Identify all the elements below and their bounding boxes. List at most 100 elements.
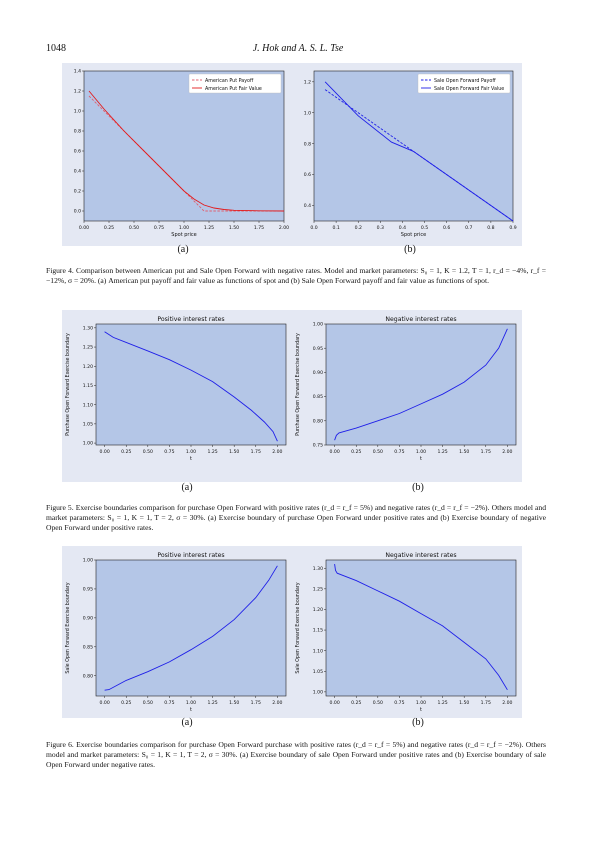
x-tick-label: 0.25 xyxy=(351,700,361,706)
x-tick-label: 1.50 xyxy=(229,449,239,455)
x-tick-label: 0.3 xyxy=(377,225,384,231)
x-tick-label: 2.00 xyxy=(502,449,512,455)
plot-area xyxy=(325,323,517,446)
y-tick-label: 1.00 xyxy=(313,322,323,328)
plot-area xyxy=(95,323,287,446)
x-tick-label: 1.75 xyxy=(251,700,261,706)
y-tick-label: 0.8 xyxy=(304,141,311,147)
series-line-0 xyxy=(334,328,508,441)
chart-f4a: 0.00 0.25 0.50 0.75 1.00 1.25 1.50 1.75 2.00 0.0 0… xyxy=(74,69,290,238)
figure-5-caption: Figure 5. Exercise boundaries comparison… xyxy=(46,503,546,532)
x-tick-label: 0.25 xyxy=(121,700,131,706)
x-tick-label: 0.25 xyxy=(104,225,114,231)
x-tick-label: 1.00 xyxy=(416,700,426,706)
x-tick-label: 1.75 xyxy=(481,700,491,706)
x-tick-label: 0.2 xyxy=(355,225,362,231)
y-tick-label: 0.95 xyxy=(313,346,323,352)
x-tick-label: 1.00 xyxy=(186,449,196,455)
y-tick-label: 1.15 xyxy=(83,383,93,389)
x-tick-label: 0.7 xyxy=(465,225,472,231)
x-tick-label: 1.75 xyxy=(251,449,261,455)
plot-area xyxy=(325,559,517,697)
y-tick-label: 1.20 xyxy=(313,607,323,613)
x-axis-label: Spot price xyxy=(171,232,196,238)
legend-entry: American Put Fair Value xyxy=(205,86,262,92)
x-tick-label: 0.50 xyxy=(143,700,153,706)
x-tick-label: 1.50 xyxy=(229,700,239,706)
series-line-1 xyxy=(324,81,514,222)
figure-4-caption: Figure 4. Comparison between American pu… xyxy=(46,266,546,285)
y-tick-label: 1.25 xyxy=(313,586,323,592)
y-tick-label: 1.2 xyxy=(74,89,81,95)
x-tick-label: 1.50 xyxy=(459,700,469,706)
page-number: 1048 xyxy=(46,43,66,54)
x-tick-label: 2.00 xyxy=(272,449,282,455)
x-tick-label: 1.75 xyxy=(254,225,264,231)
x-tick-label: 0.6 xyxy=(443,225,450,231)
x-tick-label: 1.50 xyxy=(229,225,239,231)
chart-f4b: 0.0 0.1 0.2 0.3 0.4 0.5 0.6 0.7 0.8 0.9 0.4 0.6 0.8 1… xyxy=(304,70,517,238)
x-tick-label: 1.00 xyxy=(179,225,189,231)
y-tick-label: 0.80 xyxy=(83,673,93,679)
chart-f5a: Positive interest rates 0.00 0.25 0.50 0.75 1… xyxy=(65,316,287,462)
chart-title: Negative interest rates xyxy=(385,316,456,323)
x-tick-label: 1.50 xyxy=(459,449,469,455)
y-tick-label: 1.00 xyxy=(83,441,93,447)
x-tick-label: 1.00 xyxy=(186,700,196,706)
figure-4-sublabel-b: (b) xyxy=(404,244,416,255)
y-tick-label: 0.85 xyxy=(83,644,93,650)
y-tick-label: 1.10 xyxy=(83,402,93,408)
x-tick-label: 1.25 xyxy=(204,225,214,231)
x-tick-label: 0.0 xyxy=(310,225,317,231)
figure-5-sublabel-a: (a) xyxy=(181,482,193,493)
x-axis-label: t xyxy=(190,456,192,462)
y-axis-label: Purchase Open Forward Exercise boundary xyxy=(65,333,71,436)
x-tick-label: 2.00 xyxy=(279,225,289,231)
chart-f6a: Positive interest rates 0.00 0.25 0.50 0.75 1… xyxy=(65,552,287,713)
y-tick-label: 0.6 xyxy=(304,172,311,178)
x-tick-label: 0.25 xyxy=(351,449,361,455)
y-tick-label: 0.75 xyxy=(313,443,323,449)
y-tick-label: 1.05 xyxy=(313,669,323,675)
x-tick-label: 0.00 xyxy=(100,700,110,706)
x-tick-label: 2.00 xyxy=(272,700,282,706)
y-tick-label: 1.30 xyxy=(83,325,93,331)
x-tick-label: 0.00 xyxy=(100,449,110,455)
x-tick-label: 0.50 xyxy=(373,700,383,706)
x-tick-label: 0.75 xyxy=(164,449,174,455)
figure-6-caption: Figure 6. Exercise boundaries comparison… xyxy=(46,740,546,769)
figure-6-sublabel-b: (b) xyxy=(412,717,424,728)
chart-f6b: Negative interest rates 0.00 0.25 0.50 0.75 1… xyxy=(295,552,517,713)
figure-5-sublabel-b: (b) xyxy=(412,482,424,493)
legend-entry: American Put Payoff xyxy=(205,78,254,84)
x-tick-label: 0.00 xyxy=(79,225,89,231)
y-tick-label: 1.0 xyxy=(74,109,81,115)
chart-f5b: Negative interest rates 0.00 0.25 0.50 0.75 1… xyxy=(295,316,517,462)
series-line-0 xyxy=(334,564,508,691)
x-axis-label: t xyxy=(190,707,192,713)
running-head: J. Hok and A. S. L. Tse xyxy=(252,43,344,54)
x-tick-label: 0.5 xyxy=(421,225,428,231)
y-tick-label: 1.00 xyxy=(83,558,93,564)
x-tick-label: 0.8 xyxy=(487,225,494,231)
x-axis-label: Spot price xyxy=(401,232,426,238)
x-tick-label: 1.25 xyxy=(437,449,447,455)
y-tick-label: 1.10 xyxy=(313,648,323,654)
legend-entry: Sale Open Forward Payoff xyxy=(434,78,496,84)
y-tick-label: 1.30 xyxy=(313,566,323,572)
y-tick-label: 0.4 xyxy=(74,169,81,175)
x-tick-label: 0.9 xyxy=(509,225,516,231)
x-tick-label: 0.75 xyxy=(154,225,164,231)
x-tick-label: 0.4 xyxy=(399,225,406,231)
x-tick-label: 1.25 xyxy=(207,700,217,706)
x-tick-label: 0.00 xyxy=(330,449,340,455)
figure-6-sublabel-a: (a) xyxy=(181,717,193,728)
x-tick-label: 1.00 xyxy=(416,449,426,455)
x-tick-label: 0.00 xyxy=(330,700,340,706)
y-tick-label: 1.00 xyxy=(313,689,323,695)
y-tick-label: 1.4 xyxy=(74,69,81,75)
y-tick-label: 0.6 xyxy=(74,149,81,155)
series-line-0 xyxy=(104,565,278,691)
legend-box xyxy=(417,73,511,94)
series-line-0 xyxy=(104,331,278,442)
